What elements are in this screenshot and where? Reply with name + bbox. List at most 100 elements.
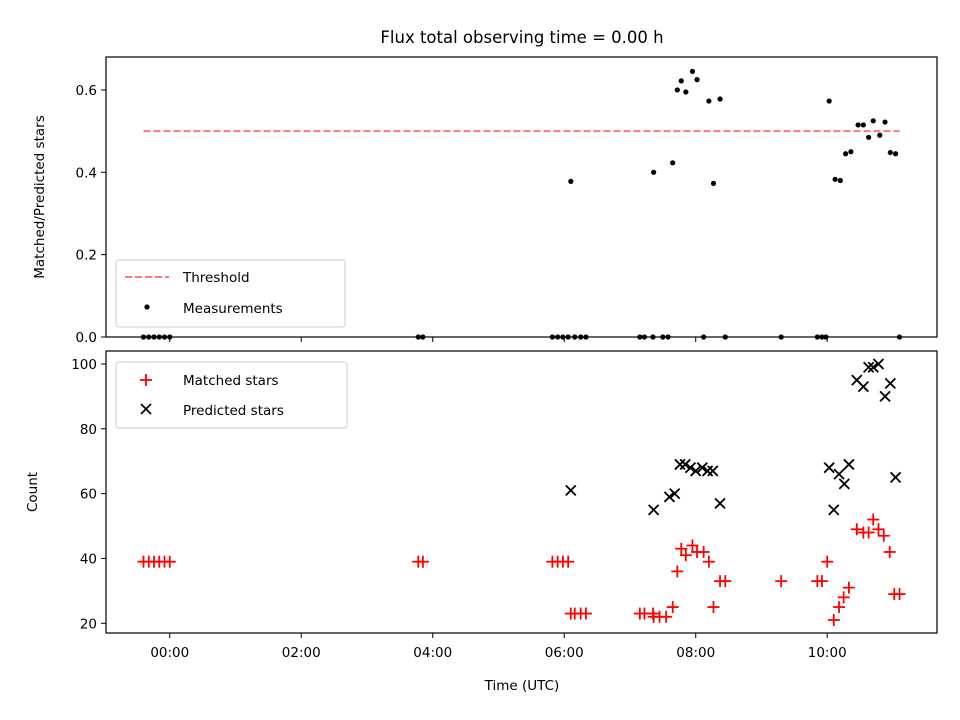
bottom-y-tick-label: 80 [80,422,97,438]
predicted-star-point [823,462,835,474]
matched-star-point [850,523,863,536]
measurement-point [882,119,888,125]
predicted-star-point [879,390,891,403]
measurement-point [866,134,872,140]
measurement-point [568,178,574,184]
measurements-legend-swatch [144,304,150,310]
matched-star-point [872,523,885,536]
matched-star-point [837,591,850,604]
predicted-star-point [843,458,855,471]
measurement-point [892,151,899,157]
measurement-point [855,122,861,128]
legend-measurements-label: Measurements [183,301,283,317]
measurement-point [717,96,723,102]
predicted-star-point [889,471,902,484]
top-y-tick-label: 0.6 [76,83,97,99]
measurement-point [683,89,689,95]
matched-star-point [833,601,846,614]
predicted-star-point [674,458,686,471]
predicted-star-point [714,497,726,509]
matched-star-point [660,610,673,623]
matched-star-point [686,539,699,552]
legend-threshold-label: Threshold [182,270,250,286]
predicted-star-point [872,358,885,370]
chart-title: Flux total observing time = 0.00 h [380,28,663,47]
matched-legend-swatch [140,374,152,386]
measurement-point [710,180,717,187]
matched-star-point [862,526,875,539]
predicted-star-point [828,504,840,516]
measurement-point [832,176,838,182]
predicted-star-point [707,465,719,477]
measurement-point [848,149,854,155]
matched-star-point [666,601,679,614]
predicted-star-point [663,491,676,503]
x-tick-label: 02:00 [282,645,321,661]
matched-star-point [883,545,896,558]
matched-star-point [821,555,834,568]
predicted-star-point [669,487,681,500]
predicted-star-point [884,377,896,390]
predicted-star-point [862,361,875,373]
top-y-tick-label: 0.2 [76,248,97,264]
top-y-tick-label: 0.0 [76,330,97,346]
predicted-star-point [857,381,870,393]
bottom-y-tick-label: 100 [71,357,97,373]
measurement-point [843,151,849,157]
legend-predicted-label: Predicted stars [183,403,284,419]
measurement-point [877,132,883,138]
measurement-point [870,118,876,124]
bottom-y-tick-label: 20 [80,616,97,632]
top-legend: Threshold Measurements [115,259,346,328]
predicted-star-point [833,468,845,480]
matched-star-point [719,575,732,588]
top-legend-box [115,259,346,328]
matched-star-point [163,555,176,568]
predicted-star-point [838,478,850,490]
matched-star-point [579,607,592,620]
x-tick-label: 06:00 [545,645,584,661]
matched-star-point [416,555,429,568]
measurement-point [651,169,657,175]
predicted-star-point [701,465,714,477]
x-tick-label: 04:00 [413,645,452,661]
x-tick-label: 10:00 [808,645,847,661]
predicted-star-point [648,504,660,516]
x-tick-label: 08:00 [676,645,715,661]
measurement-point [706,98,712,104]
matched-star-point [697,545,710,558]
legend-matched-label: Matched stars [183,373,279,389]
bottom-panel: 20 40 60 80 100 00:00 02:00 04:00 06:00 08:00 10:0… [25,350,938,694]
x-tick-label: 00:00 [150,645,189,661]
bottom-plot-area: 20 40 60 80 100 00:00 02:00 04:00 06:00 08:00 10:0… [71,357,906,661]
measurement-point [689,68,696,75]
top-y-axis-label: Matched/Predicted stars [32,115,48,278]
matched-star-point [867,513,880,526]
matched-star-point [775,575,788,588]
matched-star-point [679,549,692,562]
matched-star-point [827,614,840,627]
x-axis-label: Time (UTC) [484,678,560,694]
matched-star-point [562,555,575,568]
matched-star-point [877,529,890,542]
predicted-star-point [684,462,697,474]
bottom-y-tick-label: 60 [80,487,97,503]
bottom-legend: Matched stars Predicted stars [115,361,348,429]
bottom-plot-frame [105,350,938,634]
measurement-point [887,149,893,156]
measurement-point [674,87,680,93]
measurement-point [837,177,843,184]
bottom-legend-box [115,361,348,429]
matched-star-point [842,581,855,594]
bottom-y-axis-label: Count [25,472,41,512]
top-panel: 0.0 0.2 0.4 0.6 Matched/Predicted stars Thr… [32,56,938,346]
predicted-star-point [867,361,879,373]
matched-star-point [893,588,906,601]
predicted-star-point [696,462,708,474]
predicted-star-point [679,458,691,471]
predicted-star-point [690,465,702,477]
measurement-point [678,78,684,84]
predicted-legend-swatch [140,403,152,415]
measurement-point [826,98,832,104]
